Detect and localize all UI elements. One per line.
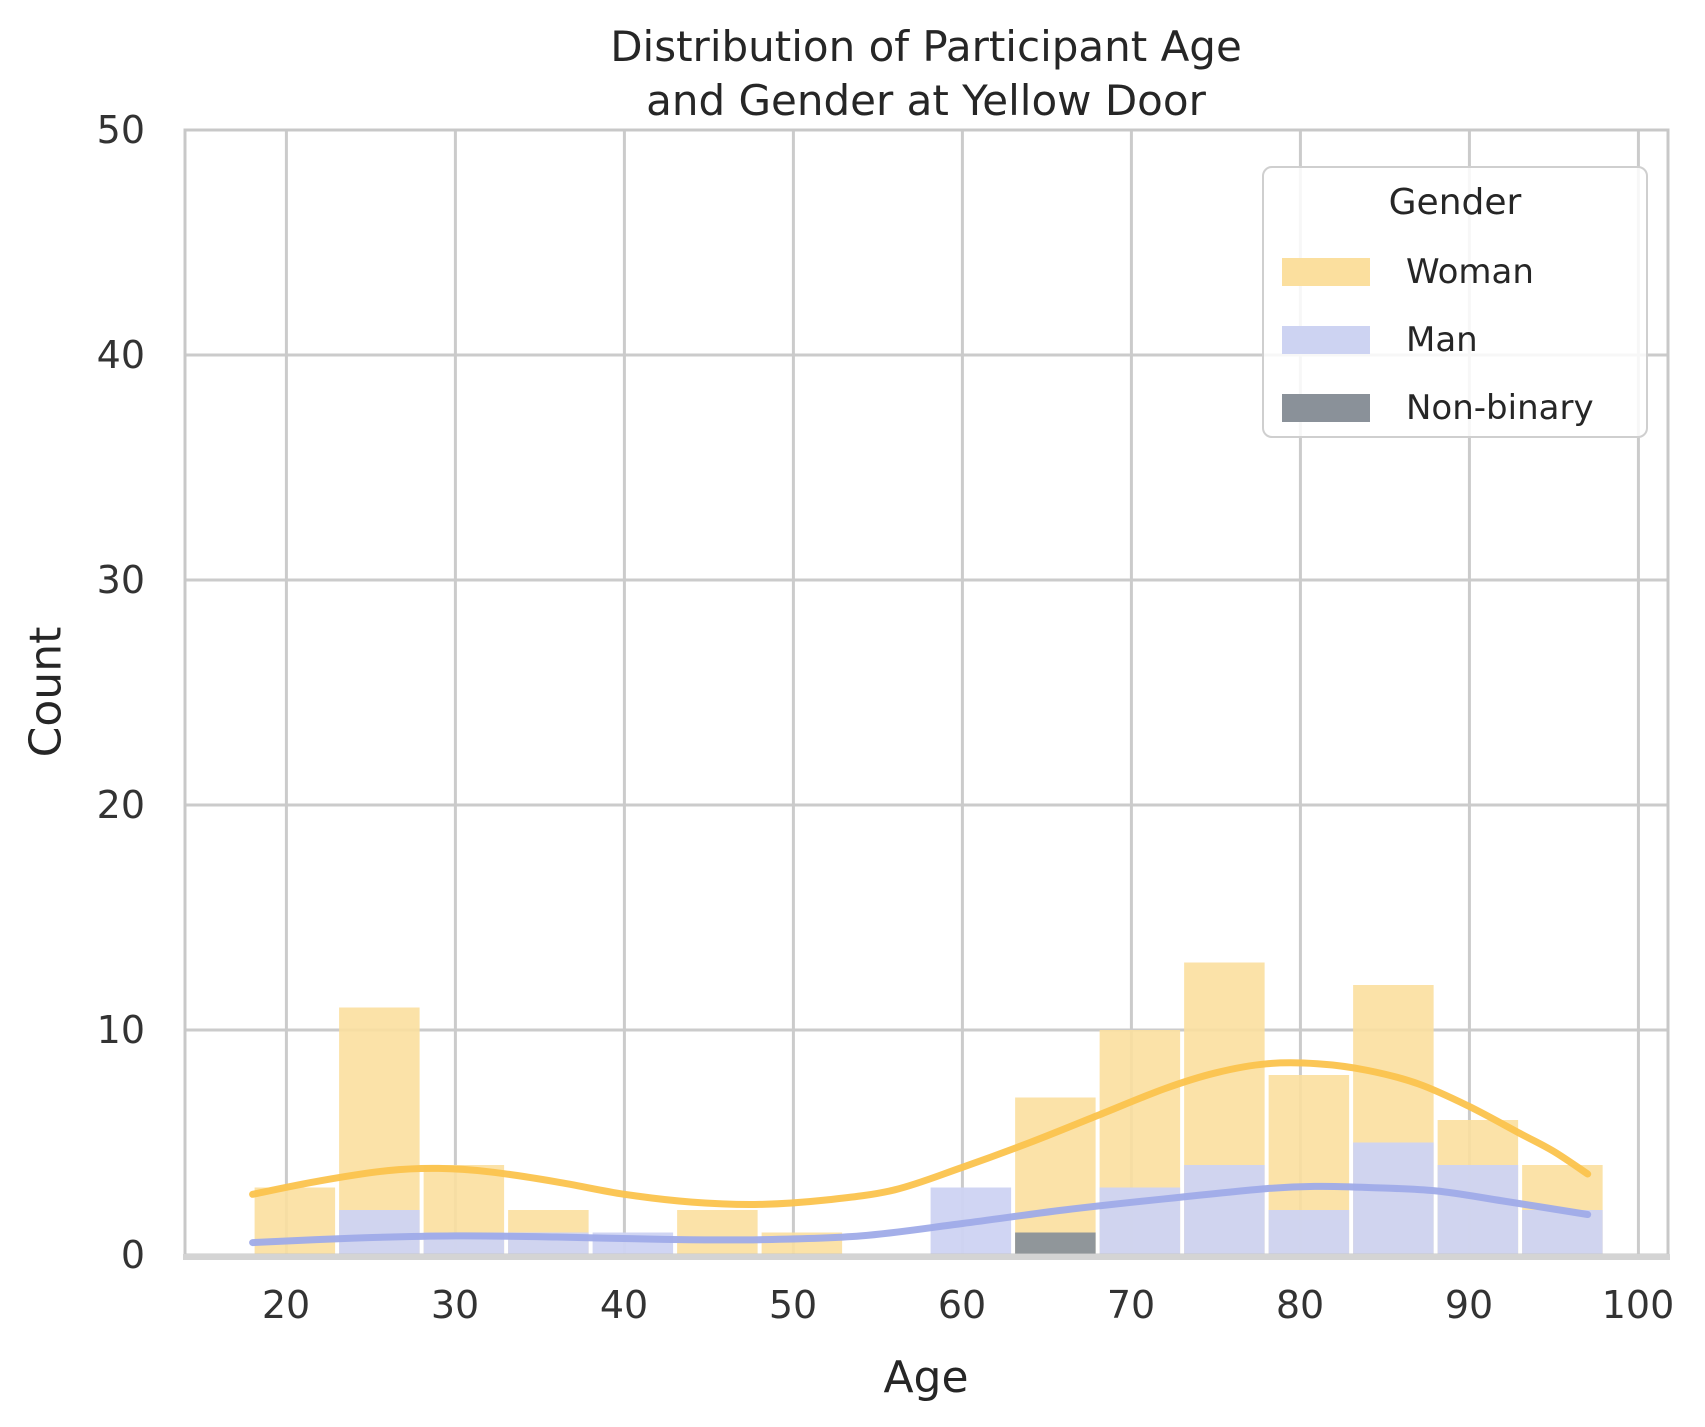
legend-label-man: Man xyxy=(1406,320,1478,360)
chart-title: Distribution of Participant Age and Gend… xyxy=(610,20,1242,128)
plot-frame xyxy=(183,128,1670,1260)
kde-line-woman xyxy=(249,1059,1592,1208)
bar xyxy=(1522,1210,1603,1255)
legend-row-man: Man xyxy=(1264,320,1646,360)
bar xyxy=(339,1210,420,1255)
legend: Gender Woman Man Non-binary xyxy=(1262,166,1648,438)
y-tick-50: 50 xyxy=(96,108,145,152)
x-tick-80: 80 xyxy=(1275,1283,1325,1327)
chart-title-line1: Distribution of Participant Age xyxy=(610,22,1242,71)
kde-man xyxy=(249,1182,1592,1247)
x-tick-60: 60 xyxy=(937,1283,987,1327)
bar xyxy=(677,1210,758,1255)
man-swatch-icon xyxy=(1282,326,1370,354)
chart-title-line2: and Gender at Yellow Door xyxy=(646,75,1206,125)
y-tick-0: 0 xyxy=(120,1233,145,1277)
bar xyxy=(1015,1232,1096,1255)
nonbinary-swatch-icon xyxy=(1282,394,1370,422)
y-tick-10: 10 xyxy=(96,1008,145,1052)
bars-non-binary xyxy=(1015,1232,1096,1255)
bar xyxy=(1184,1165,1265,1255)
x-tick-30: 30 xyxy=(430,1283,480,1327)
x-tick-20: 20 xyxy=(261,1283,311,1327)
x-tick-90: 90 xyxy=(1444,1283,1494,1327)
y-tick-30: 30 xyxy=(96,558,145,602)
y-tick-20: 20 xyxy=(96,783,145,827)
bar xyxy=(1268,1210,1350,1255)
legend-label-nonbinary: Non-binary xyxy=(1406,388,1594,428)
legend-label-woman: Woman xyxy=(1406,252,1534,292)
bar xyxy=(1353,1142,1434,1255)
x-tick-50: 50 xyxy=(768,1283,818,1327)
legend-title: Gender xyxy=(1388,182,1522,223)
kde-line-man xyxy=(249,1182,1592,1247)
x-tick-40: 40 xyxy=(599,1283,649,1327)
bar xyxy=(1437,1165,1519,1255)
kde-woman xyxy=(249,1059,1592,1208)
y-tick-40: 40 xyxy=(96,333,145,377)
x-tick-100: 100 xyxy=(1601,1283,1675,1327)
legend-row-woman: Woman xyxy=(1264,252,1646,292)
x-tick-70: 70 xyxy=(1106,1283,1156,1327)
x-axis-label: Age xyxy=(883,1352,969,1403)
y-axis-label: Count xyxy=(20,626,72,758)
legend-row-nonbinary: Non-binary xyxy=(1264,388,1646,428)
woman-swatch-icon xyxy=(1282,258,1370,286)
